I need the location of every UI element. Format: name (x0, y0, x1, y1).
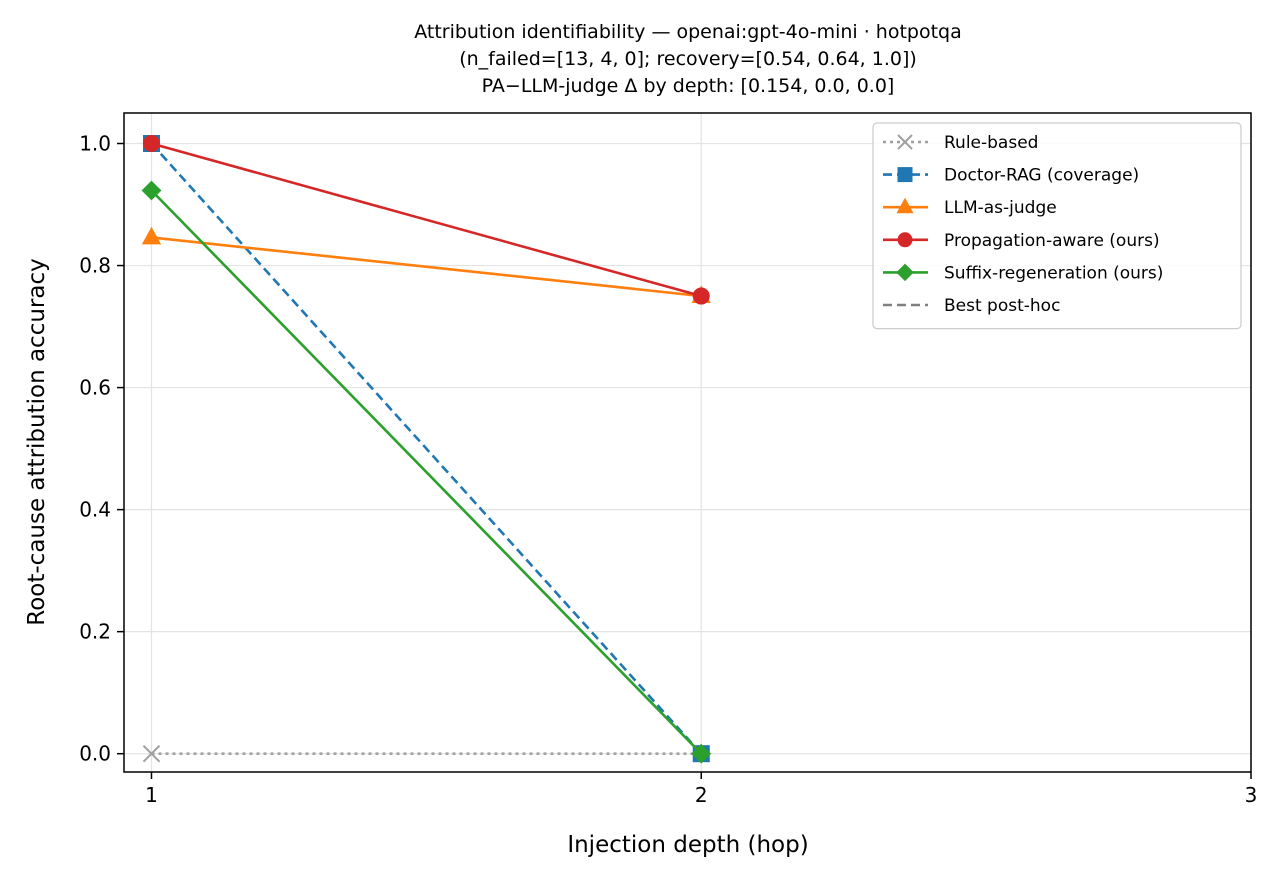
legend-marker (896, 197, 914, 214)
data-point (141, 226, 162, 245)
plot-frame (123, 112, 1252, 773)
series-1 (142, 135, 710, 763)
data-point (141, 180, 162, 201)
legend-marker (897, 134, 913, 150)
y-tick-label: 0.2 (79, 620, 111, 644)
legend-label: Propagation-aware (ours) (944, 231, 1160, 251)
x-tick-label: 1 (145, 783, 158, 807)
series-layer (141, 135, 712, 764)
series-line (151, 236, 702, 298)
legend-item: LLM-as-judge (883, 197, 1057, 218)
axis-ticks: 1 2 3 0.0 0.2 0.4 0.6 0.8 1.0 (79, 132, 1257, 807)
data-point (142, 135, 160, 153)
title-line-2: (n_failed=[13, 4, 0]; recovery=[0.54, 0.… (459, 48, 917, 70)
chart-title: Attribution identifiability — openai:gpt… (414, 21, 962, 97)
series-line (150, 189, 703, 755)
legend-item: Best post-hoc (883, 296, 1060, 316)
legend: Rule-based Doctor-RAG (coverage) LLM-as-ju… (872, 122, 1242, 330)
legend-marker (896, 263, 914, 282)
series-line (151, 142, 702, 298)
legend-marker (897, 167, 913, 183)
y-axis-label: Root-cause attribution accuracy (24, 258, 50, 625)
legend-label: Suffix-regeneration (ours) (944, 263, 1163, 283)
legend-marker (897, 232, 913, 248)
data-point (691, 743, 712, 764)
x-axis-label: Injection depth (hop) (567, 832, 808, 858)
title-line-3: PA−LLM-judge Δ by depth: [0.154, 0.0, 0.… (482, 75, 895, 97)
y-tick-label: 0.0 (79, 742, 111, 766)
series-3 (142, 135, 710, 305)
y-tick-label: 0.8 (79, 254, 111, 278)
series-4 (141, 180, 712, 764)
legend-label: Doctor-RAG (coverage) (944, 166, 1139, 186)
legend-label: Best post-hoc (944, 296, 1060, 316)
data-point (142, 744, 161, 763)
data-point (692, 287, 710, 305)
legend-item: Doctor-RAG (coverage) (883, 166, 1139, 186)
y-tick-label: 0.4 (79, 498, 111, 522)
legend-item: Suffix-regeneration (ours) (883, 263, 1163, 283)
y-tick-label: 1.0 (79, 132, 111, 156)
legend-label: LLM-as-judge (944, 198, 1057, 218)
series-line (150, 142, 703, 755)
x-tick-label: 3 (1245, 783, 1258, 807)
legend-item: Rule-based (883, 133, 1038, 153)
y-tick-label: 0.6 (79, 376, 111, 400)
legend-item: Propagation-aware (ours) (883, 231, 1160, 251)
legend-label: Rule-based (944, 133, 1038, 153)
x-tick-label: 2 (695, 783, 708, 807)
legend-box (872, 122, 1242, 330)
title-line-1: Attribution identifiability — openai:gpt… (414, 21, 962, 43)
